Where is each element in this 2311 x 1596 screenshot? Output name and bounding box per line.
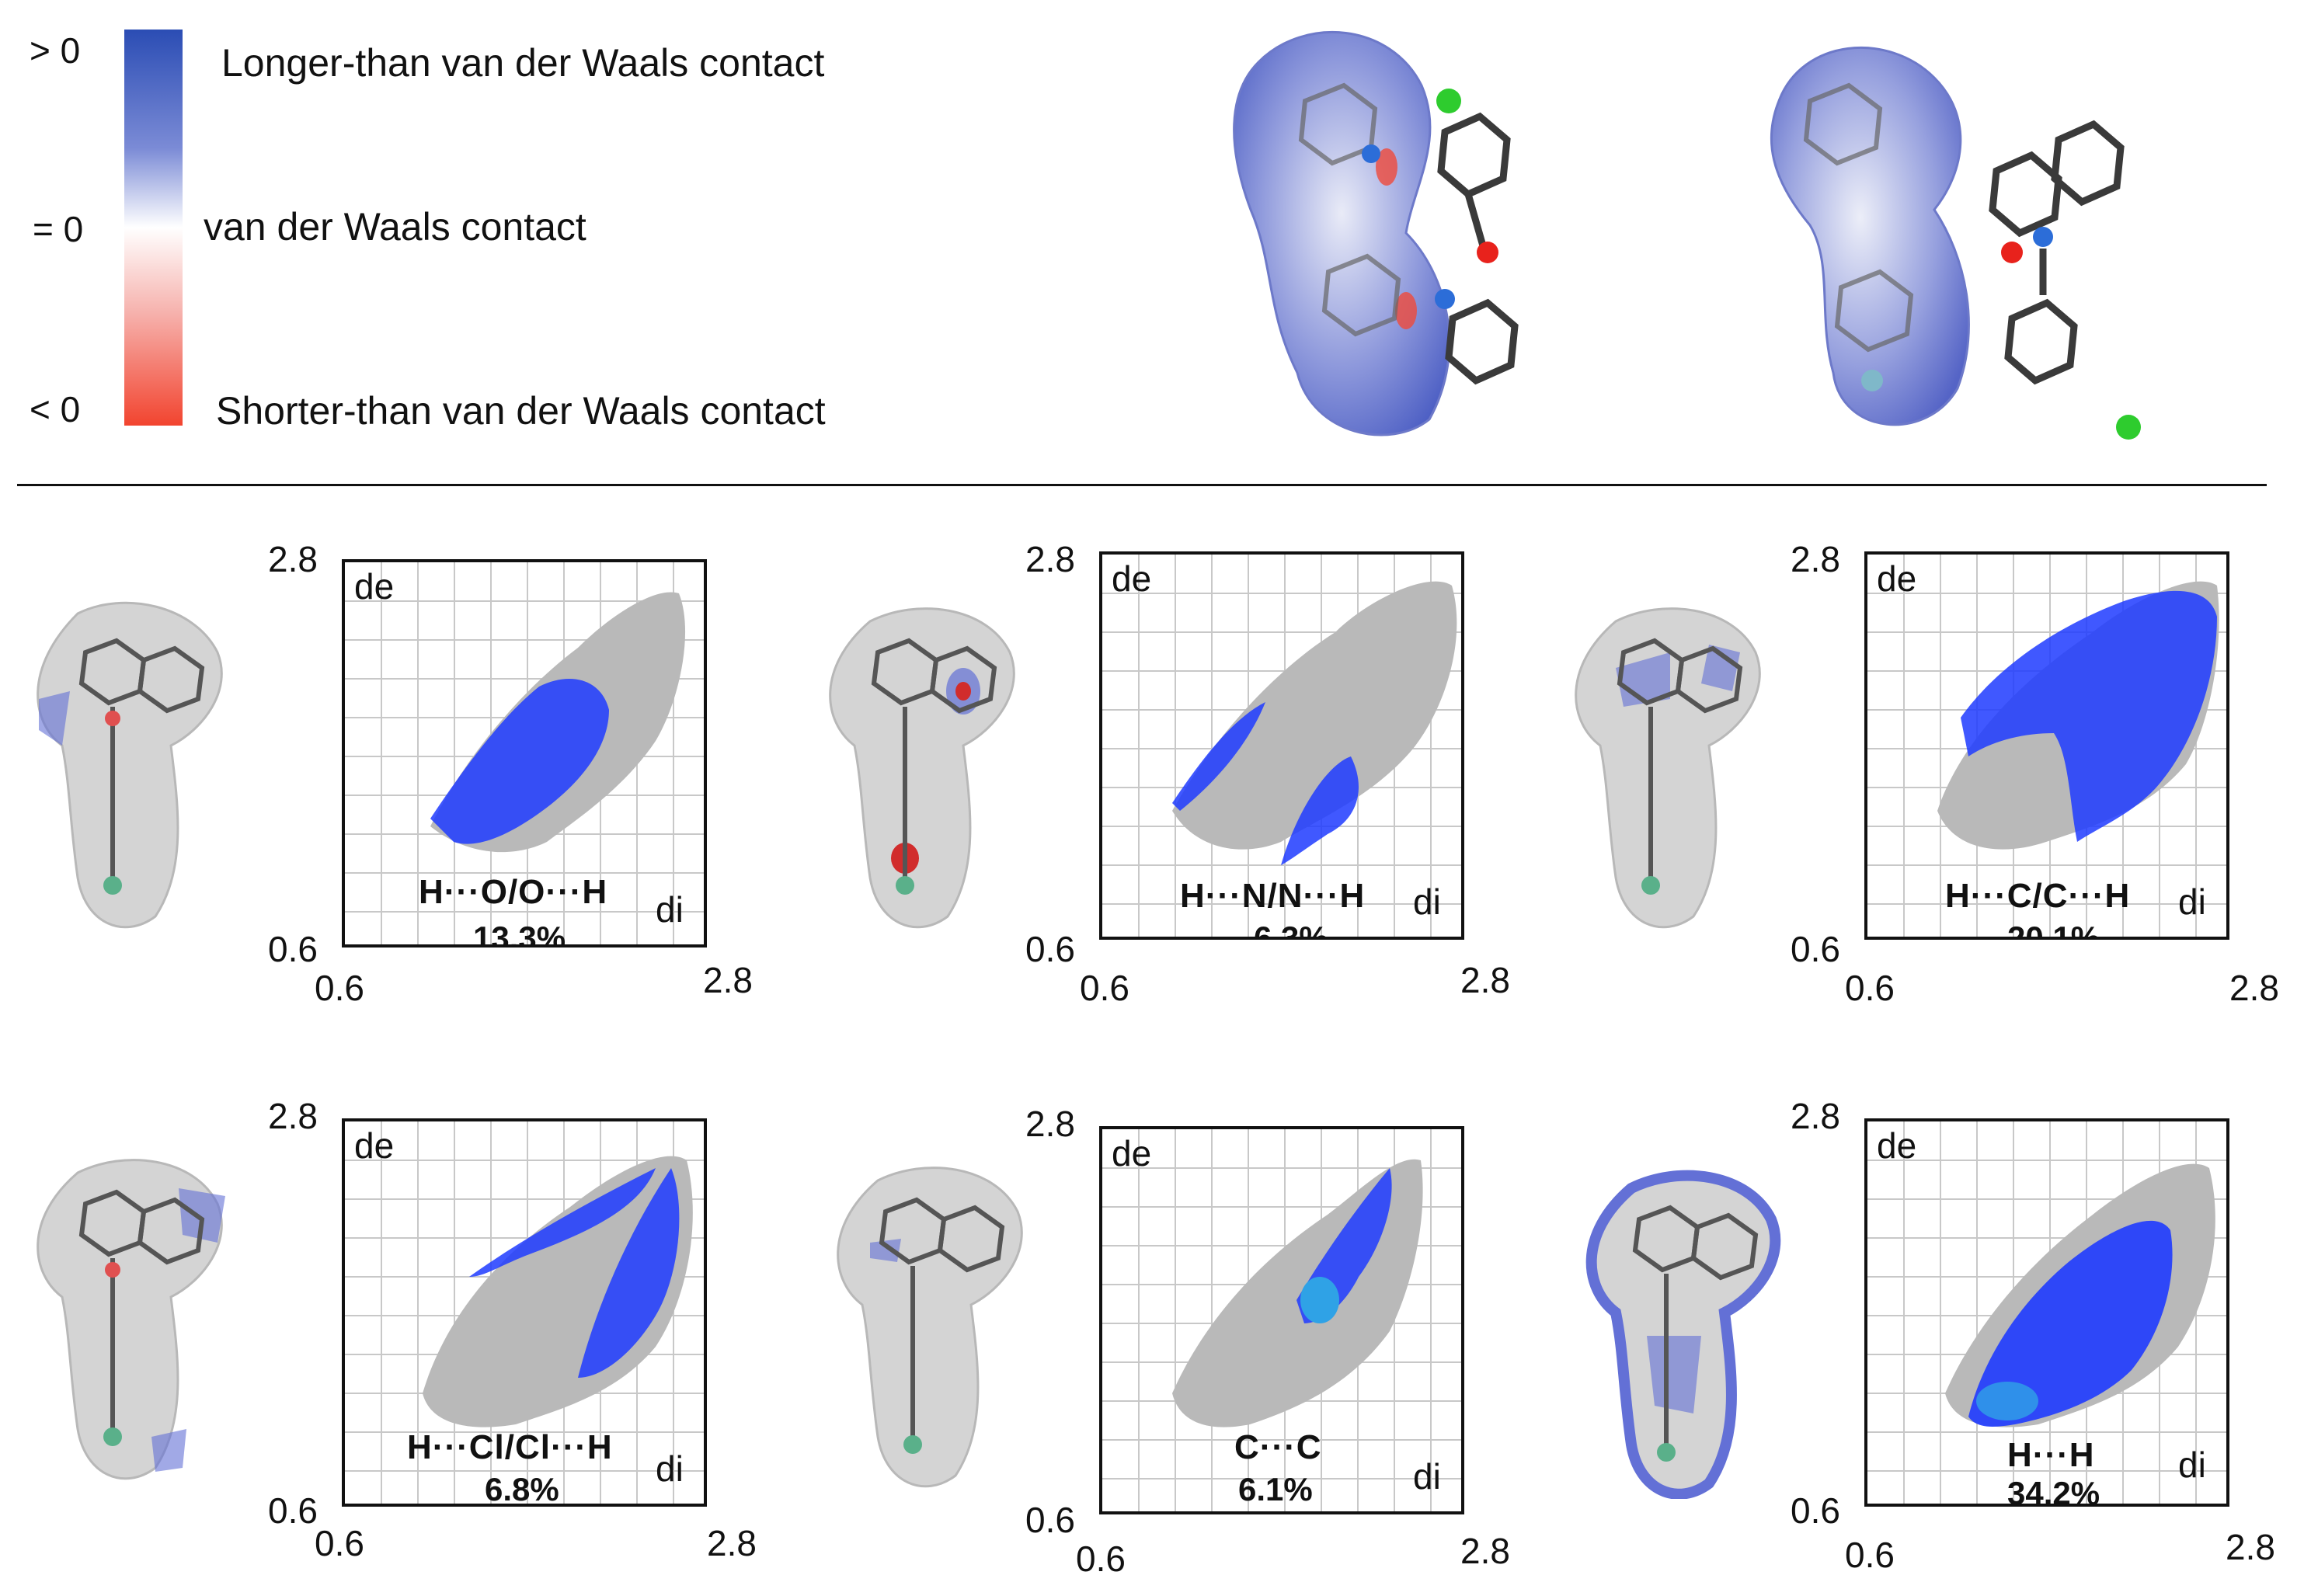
fingerprint-cloud (1172, 1159, 1423, 1427)
fingerprint-cloud (423, 1156, 693, 1427)
contact-percentage: 6.8% (485, 1471, 559, 1507)
legend-longer-text: Longer-than van der Waals contact (221, 41, 825, 85)
molecule-surface-6 (1585, 1170, 1781, 1499)
fingerprint-plot-6: de di H···H 34.2% (1864, 1118, 2229, 1507)
contact-percentage: 34.2% (2007, 1475, 2100, 1507)
contact-percentage: 13.3% (473, 920, 566, 948)
molecule-surface-2 (829, 607, 1015, 929)
scale-label-positive: > 0 (30, 30, 81, 71)
de-axis-label: de (1877, 1125, 1917, 1166)
scale-label-zero: = 0 (33, 209, 84, 249)
di-axis-label: di (2178, 1445, 2206, 1485)
hirshfeld-surface-left (1233, 30, 1519, 436)
y-axis-max: 2.8 (1791, 1096, 1840, 1136)
contact-pair-label: H···N/N···H (1180, 877, 1366, 915)
contact-percentage: 6.1% (1238, 1471, 1313, 1507)
x-axis-min: 0.6 (315, 968, 364, 1008)
y-axis-max: 2.8 (1025, 539, 1075, 579)
y-axis-min: 0.6 (1791, 929, 1840, 969)
x-axis-max: 2.8 (2226, 1527, 2275, 1567)
legend-shorter-text: Shorter-than van der Waals contact (216, 389, 826, 433)
section-divider (17, 484, 2267, 486)
fingerprint-cloud (1945, 1163, 2215, 1427)
molecule-surface-5 (837, 1167, 1023, 1488)
y-axis-min: 0.6 (1791, 1490, 1840, 1531)
fingerprint-plot-5: de di C···C 6.1% (1099, 1126, 1464, 1514)
legend-vdw-text: van der Waals contact (204, 205, 586, 249)
di-axis-label: di (1413, 1456, 1441, 1497)
y-axis-min: 0.6 (1025, 929, 1075, 969)
y-axis-max: 2.8 (268, 539, 318, 579)
di-axis-label: di (2178, 881, 2206, 922)
x-axis-min: 0.6 (1845, 1535, 1895, 1575)
x-axis-min: 0.6 (315, 1523, 364, 1563)
x-axis-min: 0.6 (1076, 1539, 1126, 1579)
x-axis-min: 0.6 (1845, 968, 1895, 1008)
fingerprint-plot-1: de di H···O/O···H 13.3% (342, 559, 707, 948)
y-axis-max: 2.8 (1025, 1104, 1075, 1144)
x-axis-max: 2.8 (1460, 960, 1510, 1000)
dnorm-colorbar (124, 30, 183, 426)
de-axis-label: de (1877, 558, 1917, 599)
molecule-surface-3 (1575, 607, 1761, 929)
contact-pair-label: H···H (2007, 1436, 2095, 1474)
y-axis-min: 0.6 (268, 1490, 318, 1531)
x-axis-max: 2.8 (703, 960, 753, 1000)
di-axis-label: di (656, 889, 684, 930)
di-axis-label: di (656, 1448, 684, 1489)
fingerprint-plot-2: de di H···N/N···H 6.3% (1099, 551, 1464, 940)
fingerprint-cloud (430, 592, 686, 853)
di-axis-label: di (1413, 881, 1441, 922)
x-axis-max: 2.8 (2229, 968, 2279, 1008)
y-axis-max: 2.8 (268, 1096, 318, 1136)
contact-pair-label: C···C (1234, 1428, 1322, 1466)
contact-percentage: 6.3% (1254, 920, 1328, 940)
molecule-surface-4 (37, 1159, 225, 1480)
de-axis-label: de (354, 566, 395, 607)
fingerprint-plot-3: de di H···C/C···H 20.1% (1864, 551, 2229, 940)
de-axis-label: de (354, 1125, 395, 1166)
x-axis-max: 2.8 (707, 1523, 757, 1563)
y-axis-max: 2.8 (1791, 539, 1840, 579)
fingerprint-plot-4: de di H···Cl/Cl···H 6.8% (342, 1118, 707, 1507)
scale-label-negative: < 0 (30, 389, 81, 429)
x-axis-max: 2.8 (1460, 1531, 1510, 1571)
y-axis-min: 0.6 (268, 929, 318, 969)
hirshfeld-surface-right (1770, 46, 2141, 440)
de-axis-label: de (1112, 558, 1152, 599)
x-axis-min: 0.6 (1080, 968, 1129, 1008)
fingerprint-cloud (1937, 581, 2219, 850)
y-axis-min: 0.6 (1025, 1500, 1075, 1540)
contact-pair-label: H···C/C···H (1945, 877, 2131, 915)
de-axis-label: de (1112, 1133, 1152, 1174)
fingerprint-cloud (1172, 581, 1457, 865)
contact-pair-label: H···O/O···H (419, 873, 608, 911)
contact-percentage: 20.1% (2007, 920, 2100, 940)
molecule-surface-1 (37, 601, 223, 929)
contact-pair-label: H···Cl/Cl···H (407, 1428, 613, 1466)
